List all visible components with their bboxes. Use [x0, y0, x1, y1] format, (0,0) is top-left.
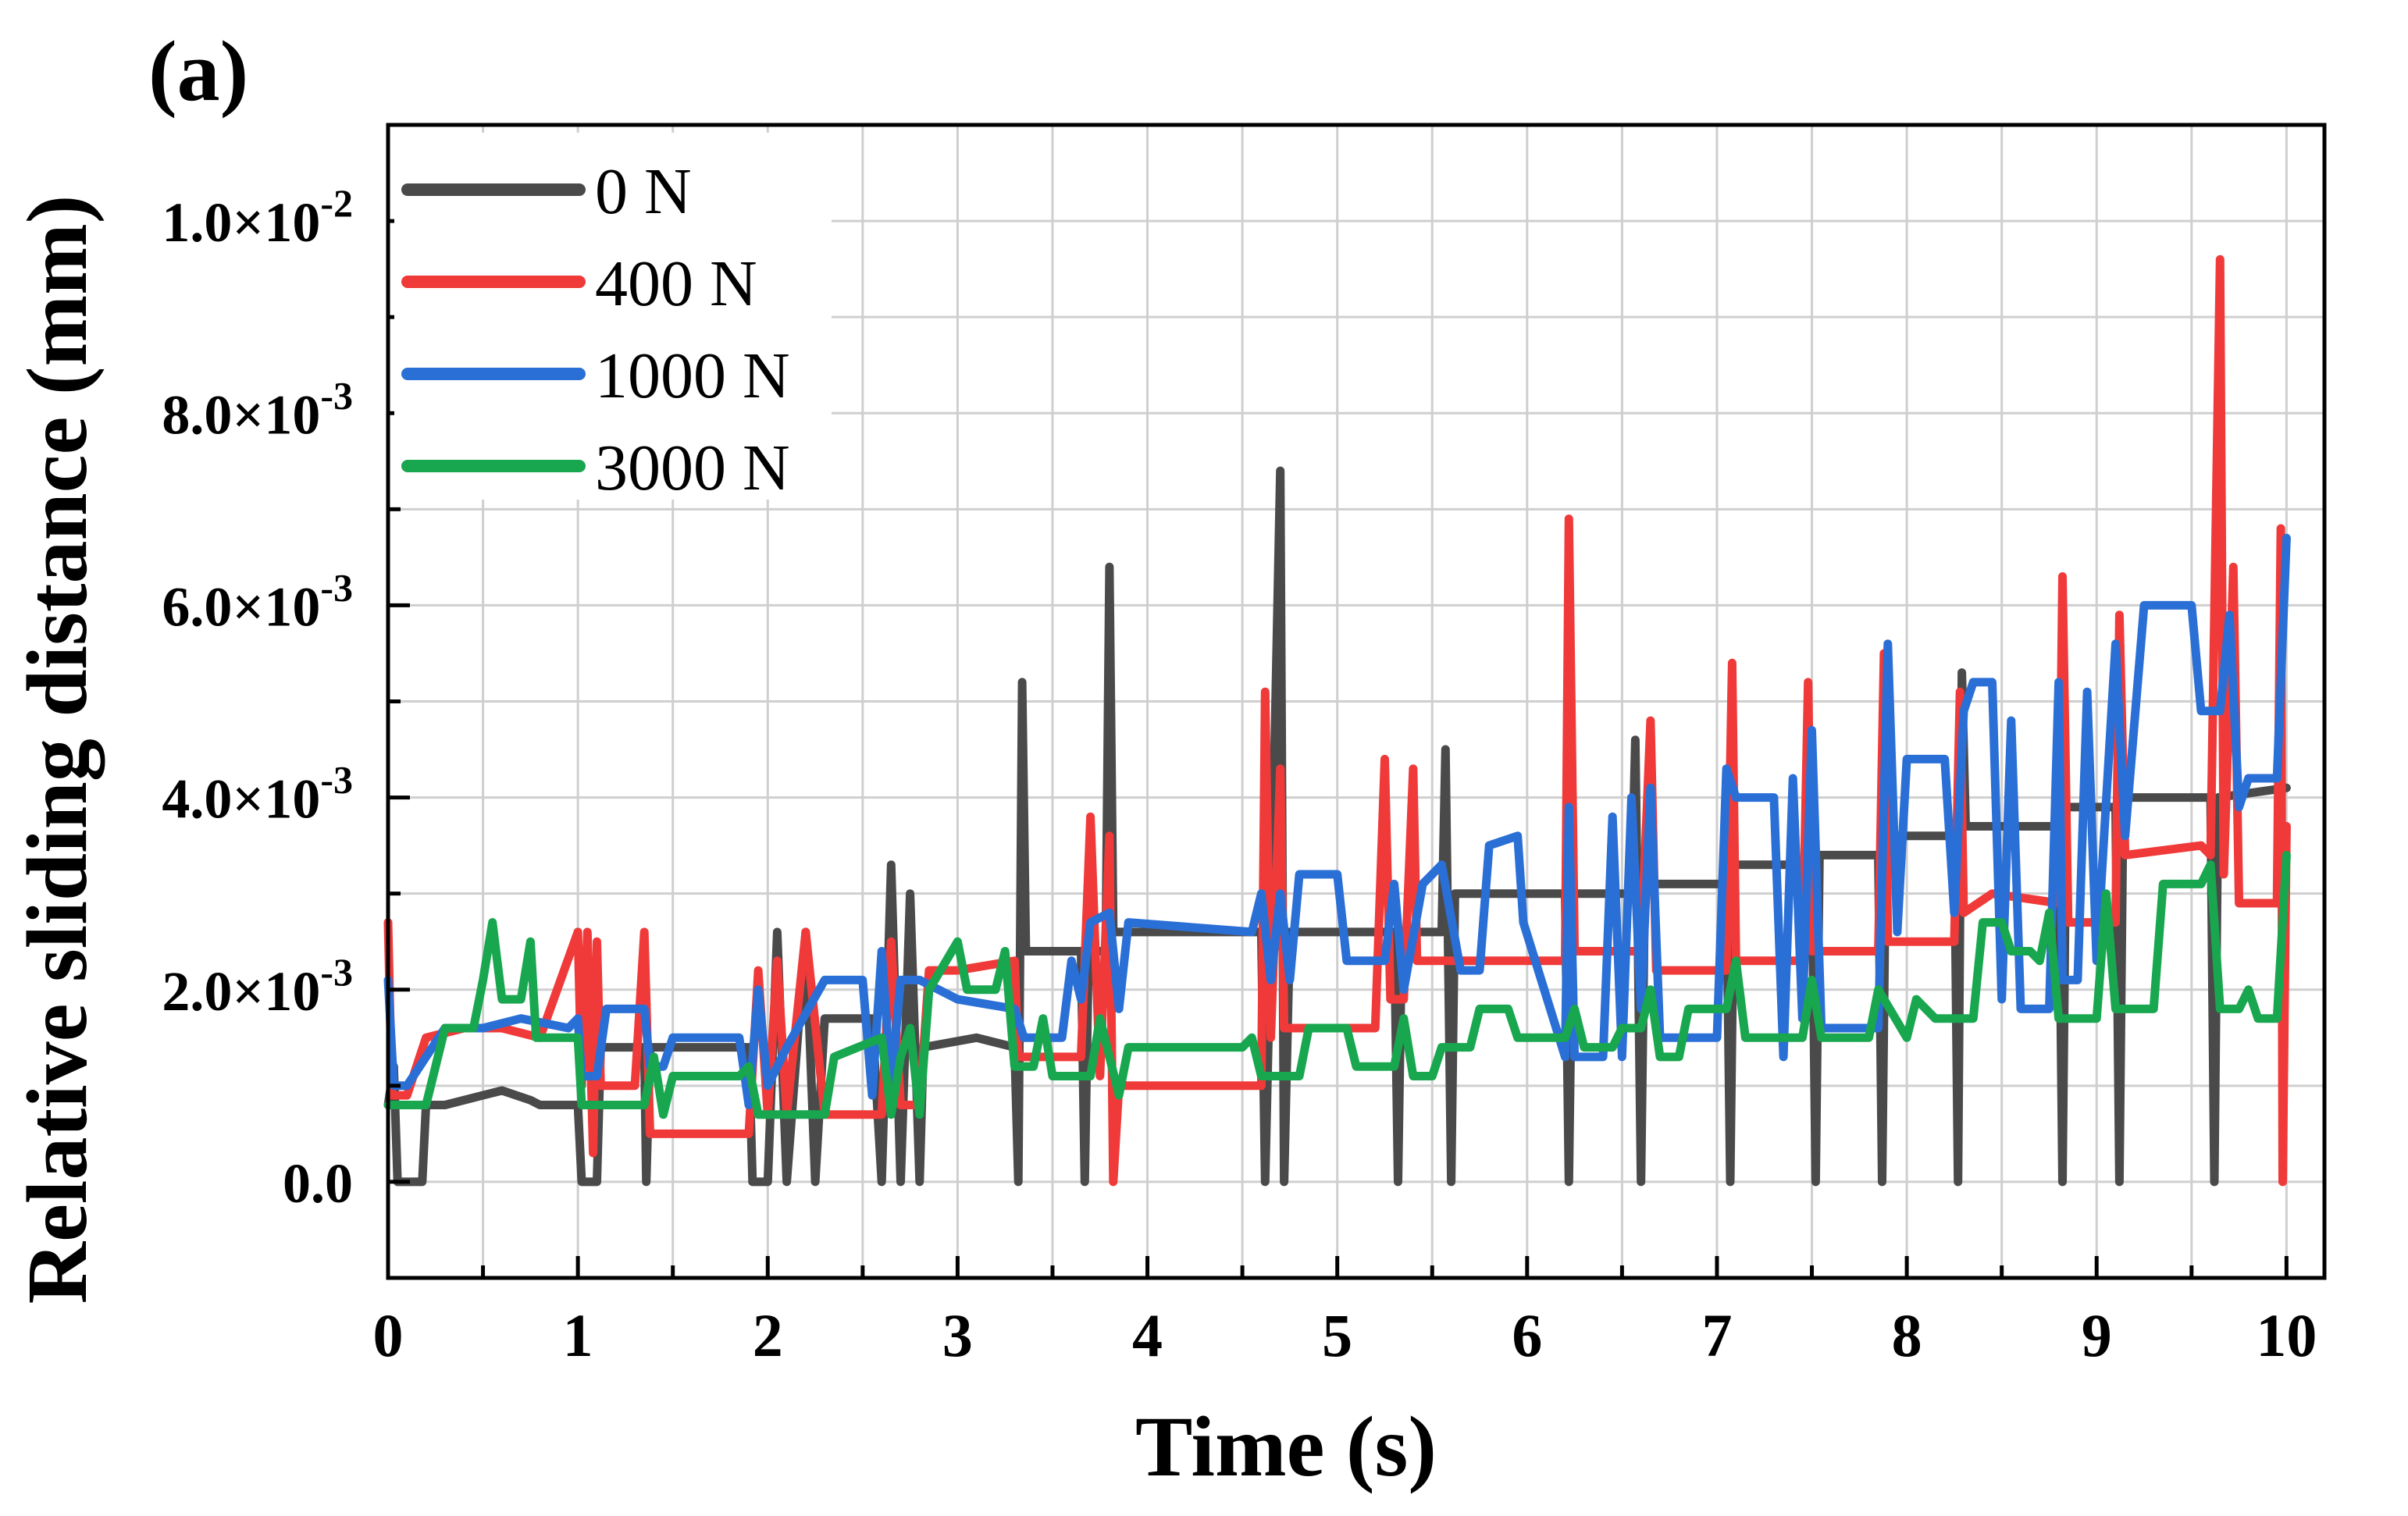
legend-label: 1000 N — [595, 340, 790, 412]
x-tick-label: 2 — [753, 1301, 783, 1369]
x-tick-label: 9 — [2082, 1301, 2112, 1369]
y-tick-label: 0.0 — [283, 1152, 353, 1215]
x-tick-label: 1 — [563, 1301, 593, 1369]
y-tick-label: 8.0×10-3 — [162, 373, 353, 446]
x-tick-label: 5 — [1322, 1301, 1352, 1369]
legend-label: 400 N — [595, 247, 757, 320]
x-tick-labels: 0 1 2 3 4 5 6 7 8 9 10 — [373, 1301, 2317, 1369]
x-tick-label: 8 — [1892, 1301, 1922, 1369]
panel-label: (a) — [148, 23, 248, 119]
series-layer — [383, 254, 2291, 1187]
series-line-3000-n — [383, 850, 2291, 1119]
x-tick-label: 0 — [373, 1301, 404, 1369]
legend: 0 N 400 N 1000 N 3000 N — [394, 133, 832, 504]
x-tick-label: 3 — [942, 1301, 973, 1369]
series-line-1000-n — [383, 533, 2291, 1109]
y-tick-label: 4.0×10-3 — [162, 758, 353, 831]
x-tick-label: 7 — [1701, 1301, 1732, 1369]
series-line-400-n — [383, 254, 2291, 1187]
x-tick-label: 4 — [1132, 1301, 1163, 1369]
legend-label: 3000 N — [595, 432, 790, 504]
y-axis-title: Relative sliding distance (mm) — [9, 195, 105, 1304]
y-tick-label: 2.0×10-3 — [162, 950, 353, 1023]
y-tick-labels: 0.0 2.0×10-3 4.0×10-3 6.0×10-3 8.0×10-3 1.0×1… — [162, 181, 353, 1215]
x-tick-label: 6 — [1512, 1301, 1542, 1369]
x-axis-title: Time (s) — [1135, 1399, 1437, 1494]
y-tick-label: 1.0×10-2 — [162, 181, 353, 254]
grid — [388, 125, 2324, 1279]
x-tick-label: 10 — [2256, 1301, 2317, 1369]
y-tick-label: 6.0×10-3 — [162, 565, 353, 638]
legend-label: 0 N — [595, 155, 692, 228]
